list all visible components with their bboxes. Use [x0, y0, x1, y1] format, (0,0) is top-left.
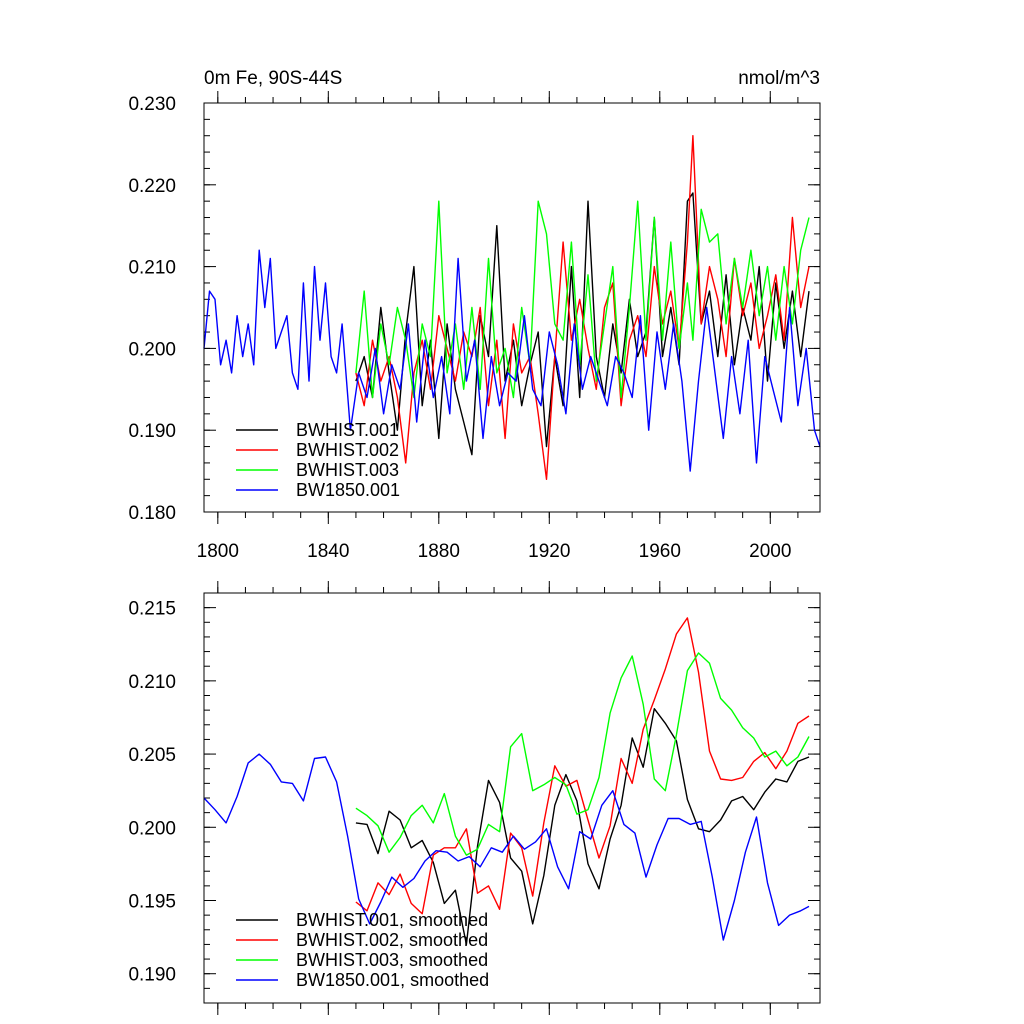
- x-tick-label: 1840: [307, 541, 349, 562]
- legend-label-bwhist-003: BWHIST.003: [296, 460, 399, 480]
- top-plot-panel: 0m Fe, 90S-44S nmol/m^3 0.1800.1900.2000…: [128, 68, 821, 562]
- y-tick-label: 0.210: [128, 672, 176, 693]
- units-label: nmol/m^3: [738, 68, 820, 89]
- legend-label-bw1850-001-smoothed: BW1850.001, smoothed: [296, 970, 489, 990]
- y-tick-label: 0.220: [128, 176, 176, 197]
- series-line-bwhist-003-smoothed: [355, 652, 810, 856]
- y-tick-label: 0.195: [128, 892, 176, 913]
- legend-label-bw1850-001: BW1850.001: [296, 480, 400, 500]
- legend-label-bwhist-003-smoothed: BWHIST.003, smoothed: [296, 950, 488, 970]
- y-tick-label: 0.205: [128, 745, 176, 766]
- bottom-plot-frame: [203, 592, 821, 1004]
- y-tick-label: 0.210: [128, 258, 176, 279]
- x-tick-label: 2000: [749, 541, 791, 562]
- x-tick-label: 1880: [418, 541, 460, 562]
- x-tick-label: 1960: [639, 541, 681, 562]
- y-tick-label: 0.190: [128, 421, 176, 442]
- x-tick-label: 1800: [197, 541, 239, 562]
- legend-label-bwhist-002: BWHIST.002: [296, 440, 399, 460]
- legend-label-bwhist-001: BWHIST.001: [296, 420, 399, 440]
- bottom-plot-panel: 0.190 0.195 0.200 0.205 0.210 0.215 BWHIST.00…: [128, 581, 821, 1015]
- series-line-bwhist-001: [355, 192, 810, 456]
- plot-title: 0m Fe, 90S-44S: [204, 68, 342, 89]
- top-series-lines: [203, 134, 821, 480]
- series-line-bwhist-003: [355, 200, 810, 399]
- series-line-bw1850-001: [203, 249, 821, 472]
- x-tick-label: 1920: [528, 541, 570, 562]
- series-line-bwhist-002-smoothed: [355, 617, 810, 915]
- top-plot-frame: [203, 102, 821, 513]
- series-line-bw1850-001-smoothed: [203, 753, 810, 941]
- y-tick-label: 0.215: [128, 599, 176, 620]
- legend-label-bwhist-002-smoothed: BWHIST.002, smoothed: [296, 930, 488, 950]
- y-tick-label: 0.200: [128, 339, 176, 360]
- bottom-axis-ticks: 0.190 0.195 0.200 0.205 0.210 0.215: [128, 581, 820, 1015]
- y-tick-label: 0.230: [128, 94, 176, 115]
- legend-label-bwhist-001-smoothed: BWHIST.001, smoothed: [296, 910, 488, 930]
- top-axis-ticks: 0.180 0.190 0.200 0.210 0.220 0.230 1800 1840 18…: [128, 91, 820, 562]
- series-line-bwhist-002: [355, 134, 810, 480]
- series-line-bwhist-001-smoothed: [355, 708, 810, 946]
- bottom-series-lines: [203, 617, 810, 946]
- y-tick-label: 0.190: [128, 965, 176, 986]
- y-tick-label: 0.200: [128, 818, 176, 839]
- y-tick-label: 0.180: [128, 503, 176, 524]
